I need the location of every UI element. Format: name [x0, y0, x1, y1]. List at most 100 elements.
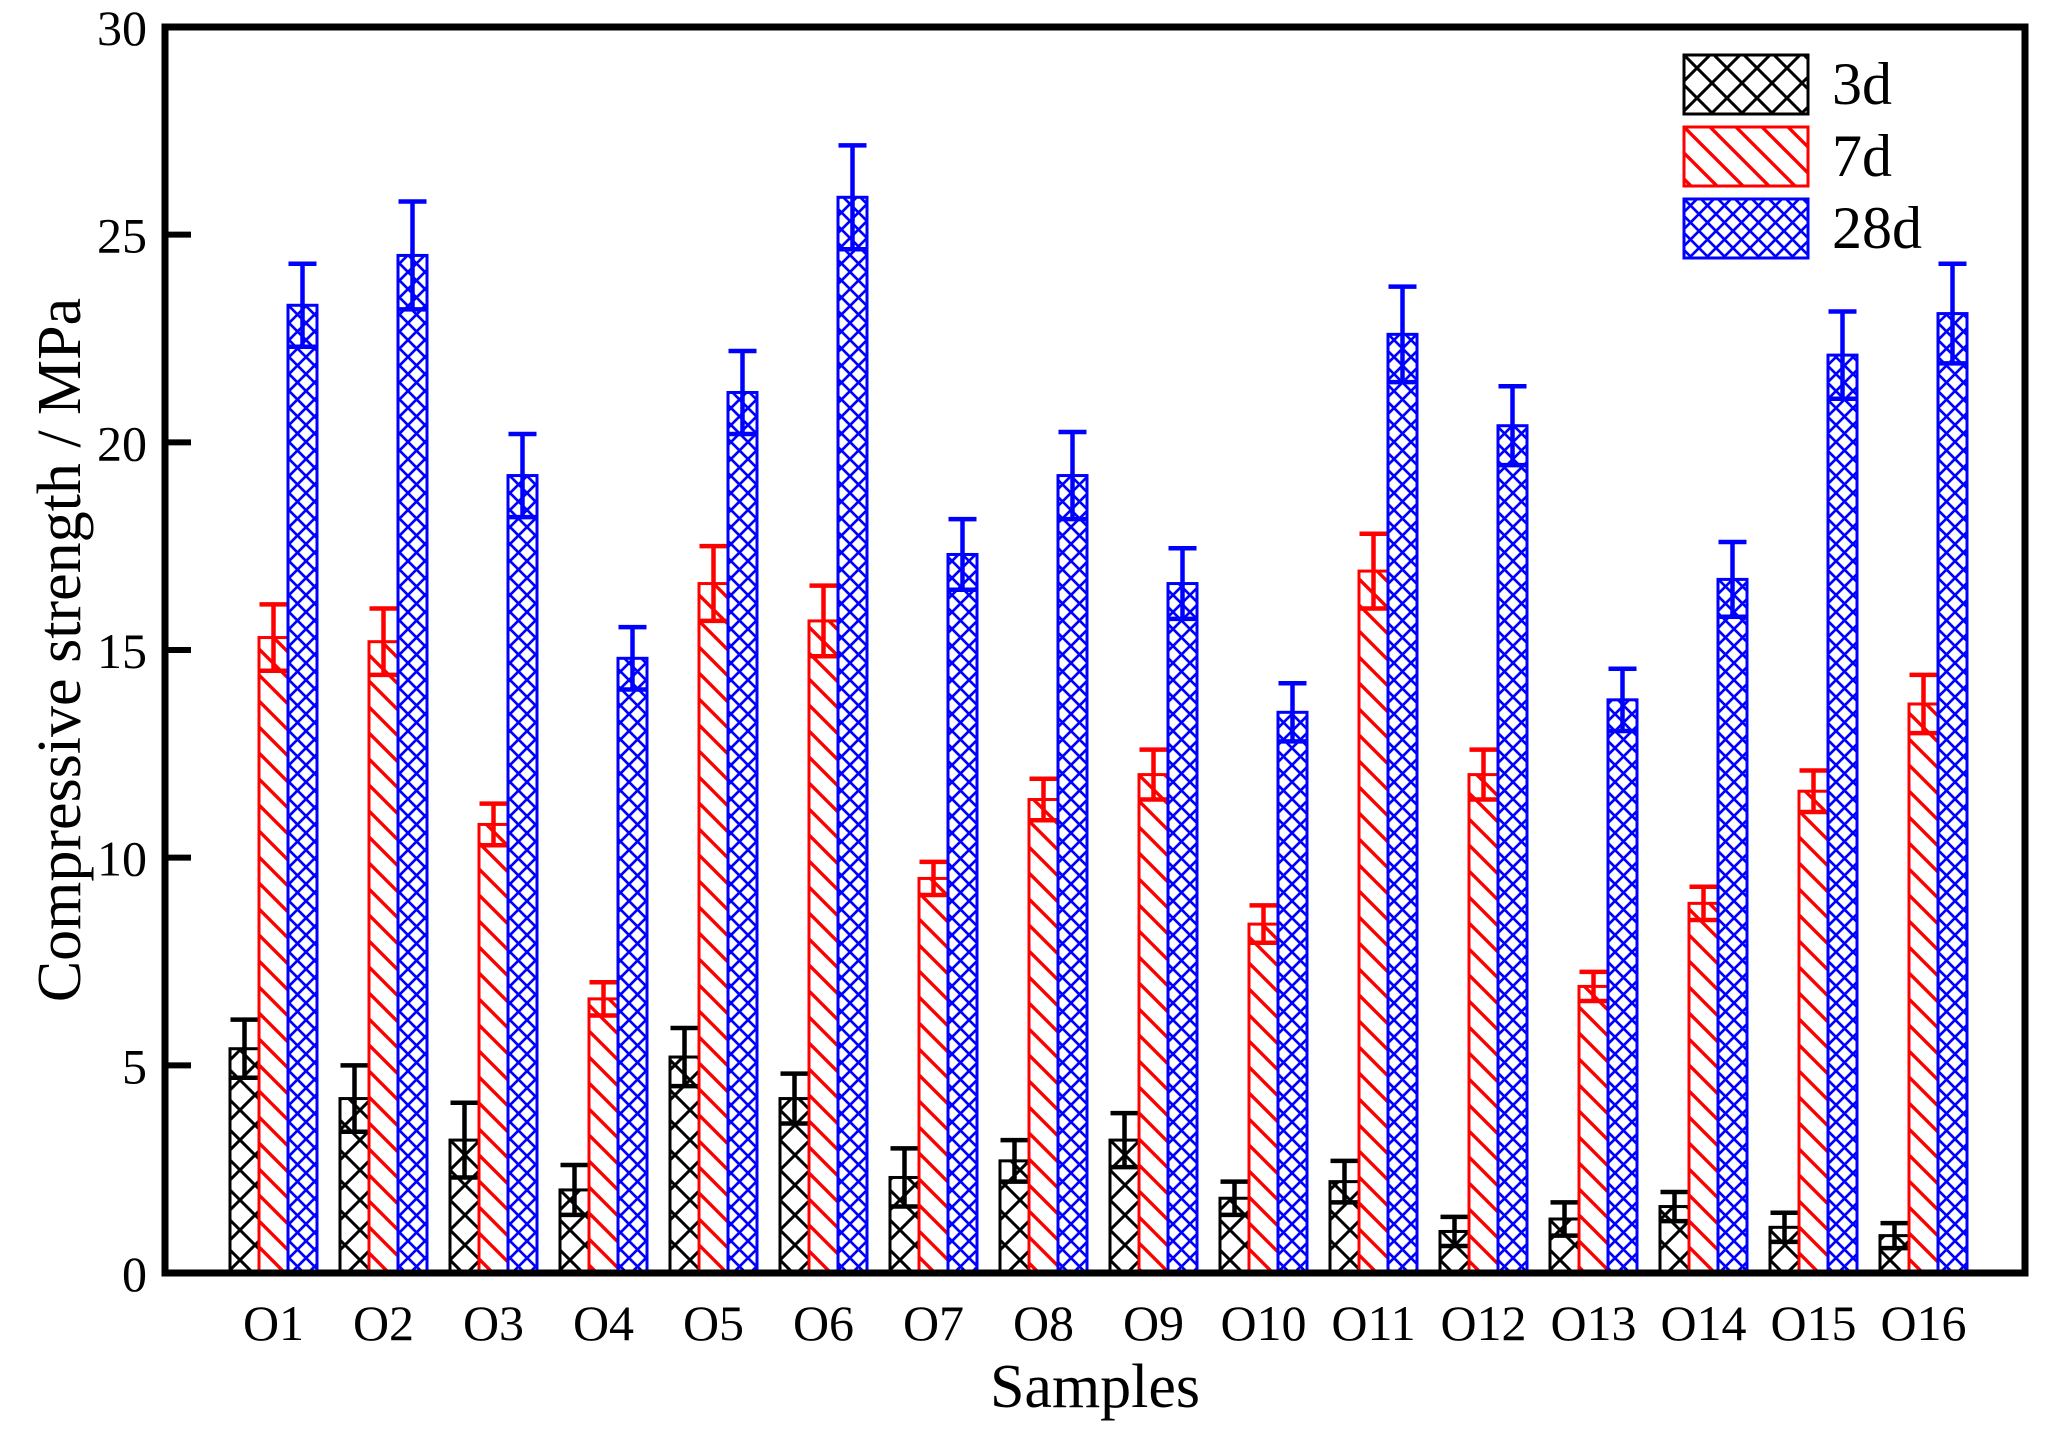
- y-tick-label: 5: [122, 1038, 147, 1094]
- errorbar-O5-3d: [670, 1025, 699, 1089]
- x-tick-label: O7: [903, 1295, 964, 1351]
- errorbar-O5-28d: [728, 348, 757, 437]
- bar-O10-7d: [1247, 922, 1280, 1275]
- bar-O12-28d: [1496, 424, 1529, 1275]
- errorbar-O15-28d: [1828, 309, 1857, 401]
- bar-O1-28d: [286, 303, 319, 1275]
- errorbar-O13-3d: [1550, 1200, 1579, 1238]
- legend-label-28d: 28d: [1832, 194, 1922, 261]
- bar-O3-7d: [477, 822, 510, 1275]
- bar-O9-28d: [1166, 582, 1199, 1275]
- bar-O9-7d: [1137, 773, 1170, 1275]
- bar-O14-28d: [1716, 577, 1749, 1275]
- legend-swatch-3d-icon: [1682, 53, 1810, 115]
- errorbar-O11-28d: [1388, 284, 1417, 385]
- errorbar-O7-7d: [919, 859, 948, 898]
- errorbar-O13-28d: [1608, 666, 1637, 734]
- bar-O1-3d: [228, 1047, 261, 1275]
- y-axis-title: Compressive strength / MPa: [26, 297, 94, 1003]
- errorbar-O15-3d: [1770, 1210, 1799, 1245]
- errorbar-O6-3d: [780, 1071, 809, 1126]
- bar-O15-28d: [1826, 353, 1859, 1275]
- errorbar-O1-3d: [230, 1017, 259, 1081]
- bar-O5-3d: [668, 1055, 701, 1275]
- errorbar-O11-7d: [1359, 531, 1388, 611]
- x-tick-label: O14: [1660, 1295, 1746, 1351]
- y-tick-label: 15: [97, 623, 147, 679]
- x-tick-label: O11: [1331, 1295, 1415, 1351]
- legend-item-28d: 28d: [1682, 192, 1922, 264]
- errorbar-O12-3d: [1440, 1214, 1469, 1249]
- bar-O6-7d: [807, 619, 840, 1275]
- errorbar-O4-7d: [589, 980, 618, 1018]
- errorbar-O5-7d: [699, 543, 728, 624]
- errorbar-O14-28d: [1718, 539, 1747, 620]
- errorbar-O15-7d: [1799, 768, 1828, 815]
- errorbar-O9-3d: [1110, 1110, 1139, 1170]
- errorbar-O8-28d: [1058, 429, 1087, 522]
- errorbar-O12-7d: [1469, 747, 1498, 802]
- errorbar-O6-28d: [838, 143, 867, 252]
- legend-swatch-28d-icon: [1682, 197, 1810, 259]
- bar-O11-7d: [1357, 569, 1390, 1275]
- x-tick-label: O9: [1123, 1295, 1184, 1351]
- x-tick-label: O1: [243, 1295, 304, 1351]
- legend-item-7d: 7d: [1682, 120, 1922, 192]
- errorbar-O7-28d: [948, 516, 977, 593]
- x-tick-label: O4: [573, 1295, 634, 1351]
- legend-label-7d: 7d: [1832, 122, 1892, 189]
- errorbar-O9-7d: [1139, 747, 1168, 802]
- bar-O2-7d: [367, 640, 400, 1275]
- errorbar-O3-3d: [450, 1100, 479, 1180]
- bar-O4-7d: [587, 997, 620, 1275]
- x-tick-label: O10: [1220, 1295, 1306, 1351]
- x-tick-label: O6: [793, 1295, 854, 1351]
- bar-O8-7d: [1027, 798, 1060, 1275]
- errorbar-O7-3d: [890, 1146, 919, 1209]
- errorbar-O12-28d: [1498, 384, 1527, 468]
- errorbar-O2-7d: [369, 606, 398, 678]
- y-tick-label: 0: [122, 1246, 147, 1302]
- x-tick-label: O15: [1770, 1295, 1856, 1351]
- errorbar-O1-7d: [259, 602, 288, 674]
- legend-item-3d: 3d: [1682, 48, 1922, 120]
- bar-O13-7d: [1577, 984, 1610, 1275]
- errorbar-O2-28d: [398, 199, 427, 312]
- errorbar-O10-28d: [1278, 680, 1307, 744]
- bar-O13-28d: [1606, 698, 1639, 1275]
- bar-O1-7d: [257, 636, 290, 1275]
- x-tick-label: O3: [463, 1295, 524, 1351]
- bar-O6-28d: [836, 195, 869, 1275]
- legend-label-3d: 3d: [1832, 50, 1892, 117]
- errorbar-O6-7d: [809, 583, 838, 659]
- errorbar-O2-3d: [340, 1063, 369, 1135]
- x-tick-label: O8: [1013, 1295, 1074, 1351]
- y-tick-label: 10: [97, 831, 147, 887]
- errorbar-O10-7d: [1249, 903, 1278, 946]
- bar-O5-7d: [697, 582, 730, 1275]
- legend-swatch-7d-icon: [1682, 125, 1810, 187]
- x-axis-title: Samples: [989, 1353, 1201, 1421]
- bar-O16-7d: [1907, 702, 1940, 1275]
- errorbar-O13-7d: [1579, 969, 1608, 1004]
- x-tick-label: O13: [1550, 1295, 1636, 1351]
- bar-O10-28d: [1276, 710, 1309, 1275]
- errorbar-O9-28d: [1168, 545, 1197, 622]
- bar-O2-28d: [396, 253, 429, 1275]
- bar-O8-28d: [1056, 474, 1089, 1275]
- bar-O4-28d: [616, 656, 649, 1275]
- plot-area: 0 5 10 15 20 25 30 O1 O2 O3 O4 O5 O6 O7 O8 O9 O10 O11 O12 O…: [97, 0, 2029, 1351]
- errorbar-O8-7d: [1029, 776, 1058, 823]
- errorbar-O10-3d: [1220, 1179, 1249, 1218]
- y-tick-label: 20: [97, 415, 147, 471]
- bar-O3-28d: [506, 474, 539, 1275]
- bar-O16-28d: [1936, 312, 1969, 1275]
- errorbar-O1-28d: [288, 261, 317, 350]
- errorbar-O14-7d: [1689, 884, 1718, 923]
- bar-O11-28d: [1386, 332, 1419, 1275]
- bar-O14-7d: [1687, 901, 1720, 1275]
- bar-O7-7d: [917, 876, 950, 1275]
- errorbar-O4-3d: [560, 1162, 589, 1218]
- errorbar-O8-3d: [1000, 1137, 1029, 1184]
